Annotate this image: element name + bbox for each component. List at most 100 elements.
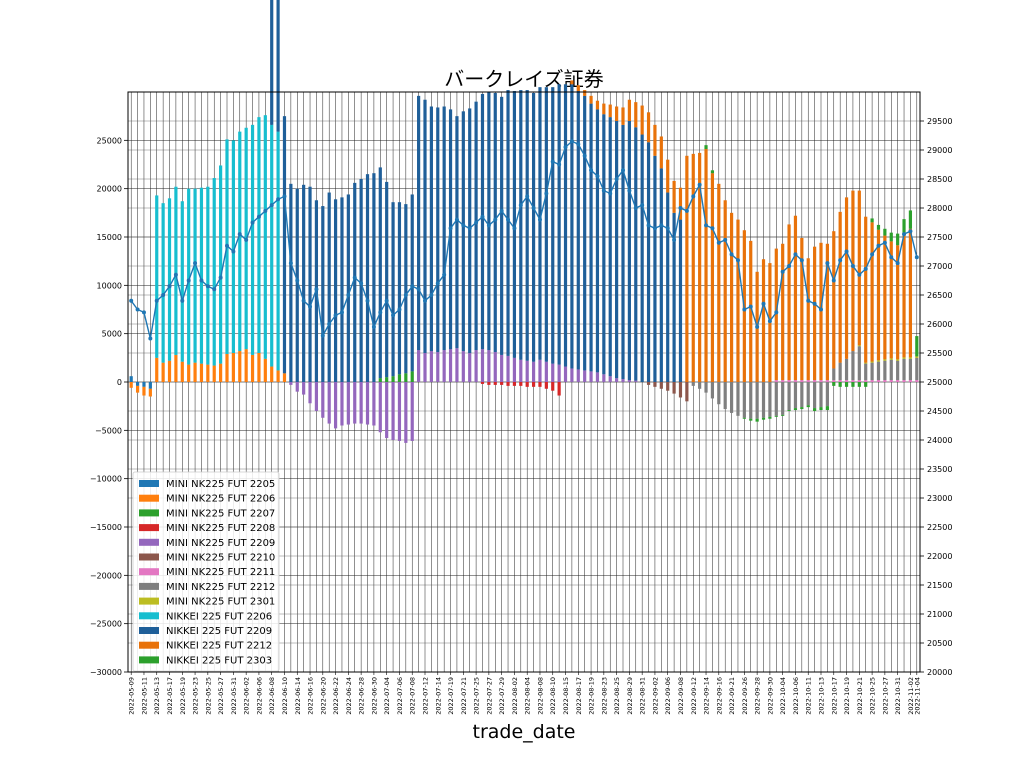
x-tick-label: 2022-06-02 (243, 677, 251, 715)
bar (167, 198, 172, 361)
bar (372, 173, 376, 382)
legend-swatch (139, 612, 159, 620)
bar (436, 107, 440, 353)
line-point (429, 293, 434, 297)
bar (570, 84, 574, 369)
line-point (799, 258, 804, 263)
bar (819, 407, 823, 411)
bar (193, 362, 197, 382)
bar (557, 84, 561, 365)
y2-tick-label: 24500 (927, 407, 952, 416)
bar (410, 194, 414, 372)
x-tick-label: 2022-06-24 (345, 677, 353, 715)
bar (500, 354, 504, 382)
bar (653, 382, 657, 387)
legend-label: MINI NK225 FUT 2210 (166, 553, 275, 564)
bar (864, 382, 868, 387)
x-tick-label: 2022-10-04 (779, 677, 787, 715)
y2-tick-label: 27500 (927, 233, 952, 242)
y2-tick-label: 23500 (927, 465, 952, 474)
bar (238, 351, 242, 382)
y2-tick-label: 22000 (927, 552, 952, 561)
bar (710, 382, 715, 399)
bar (570, 368, 574, 382)
bar (813, 380, 817, 382)
bar (487, 92, 491, 351)
line-point (569, 139, 574, 144)
bar (167, 360, 172, 382)
bar (493, 382, 497, 385)
bar (838, 362, 842, 381)
x-tick-label: 2022-09-28 (754, 677, 762, 715)
bar (646, 112, 651, 143)
bar (857, 382, 861, 387)
bar (410, 382, 414, 441)
bar (864, 216, 868, 363)
bar (615, 121, 619, 379)
bar (199, 363, 204, 382)
bar (589, 371, 593, 382)
bar (793, 382, 798, 409)
y-tick-label: −10000 (90, 475, 122, 484)
line-point (333, 313, 338, 318)
bar (704, 145, 708, 150)
bar (314, 382, 319, 411)
line-point (684, 208, 689, 213)
bar (161, 362, 165, 382)
bar (385, 181, 389, 378)
bar (480, 349, 485, 382)
bar (781, 382, 785, 415)
bar (583, 370, 587, 382)
bar (806, 382, 810, 406)
bar (219, 363, 223, 382)
bar (225, 353, 229, 382)
bar (640, 134, 644, 382)
line-point (346, 293, 351, 297)
bar (915, 356, 919, 358)
line-point (442, 272, 447, 277)
y-tick-label: 5000 (102, 330, 122, 339)
y2-tick-label: 28500 (927, 175, 952, 184)
bar (378, 378, 382, 382)
bar (857, 380, 861, 382)
bar (691, 382, 695, 386)
x-tick-label: 2022-07-08 (409, 677, 417, 715)
bar (851, 380, 855, 382)
bar (774, 415, 778, 417)
bar (321, 206, 325, 382)
line-point (544, 191, 549, 196)
bar (902, 219, 906, 236)
bar (244, 349, 248, 382)
line-point (537, 217, 542, 222)
line-point (665, 226, 670, 231)
x-tick-label: 2022-06-28 (358, 677, 366, 715)
x-tick-label: 2022-10-19 (843, 677, 851, 715)
bar (864, 380, 868, 382)
bar (135, 382, 140, 386)
y-tick-label: 20000 (97, 185, 122, 194)
bar (417, 350, 421, 382)
bar (531, 382, 536, 387)
legend-swatch (139, 494, 159, 502)
bar (787, 382, 791, 411)
bar (538, 87, 542, 360)
x-tick-label: 2022-10-27 (881, 677, 889, 715)
y2-tick-label: 21500 (927, 581, 952, 590)
bar (263, 358, 267, 382)
bar (634, 127, 638, 381)
bar (678, 187, 683, 220)
bar (385, 377, 389, 382)
y-tick-label: 25000 (97, 136, 122, 145)
bar (142, 386, 146, 396)
line-point (902, 232, 907, 237)
line-point (378, 310, 383, 315)
bar (800, 382, 804, 408)
bar (672, 180, 676, 213)
line-point (295, 278, 300, 283)
bar (557, 364, 561, 382)
line-point (269, 203, 274, 208)
bar (889, 241, 893, 359)
legend-swatch (139, 568, 159, 576)
line-point (704, 223, 709, 228)
line-point (199, 278, 204, 283)
